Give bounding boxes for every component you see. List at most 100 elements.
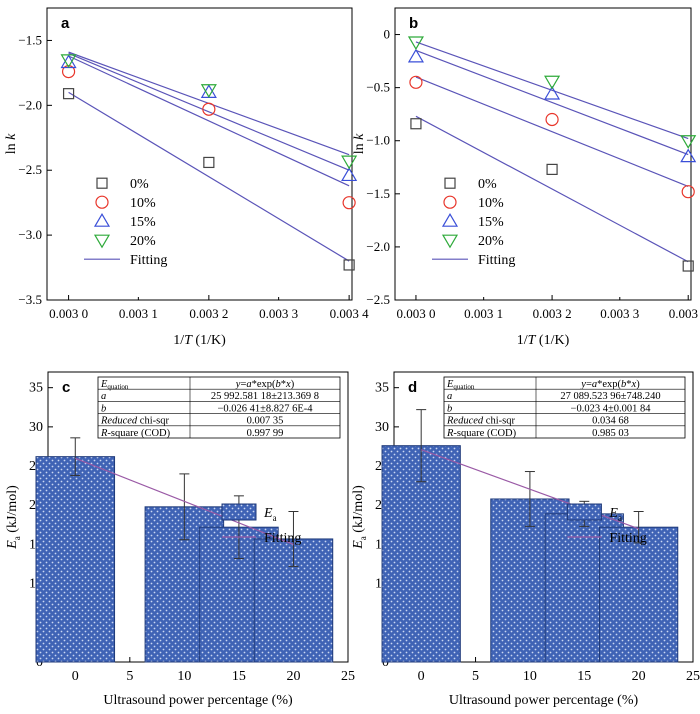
legend-label: Fitting bbox=[130, 253, 167, 268]
fit-line bbox=[68, 52, 350, 171]
table-cell: b bbox=[447, 403, 452, 414]
y-tick-label: 35 bbox=[375, 381, 389, 396]
x-tick-label: 0.003 4 bbox=[330, 306, 370, 321]
fit-line bbox=[415, 41, 689, 140]
x-tick-label: 5 bbox=[472, 669, 479, 684]
legend-marker bbox=[93, 234, 111, 249]
y-tick-label: 0 bbox=[384, 27, 391, 42]
y-axis-label: ln k bbox=[4, 133, 19, 154]
legend-label: Fitting bbox=[609, 531, 646, 546]
legend-label: Ea bbox=[263, 506, 277, 523]
data-point bbox=[62, 88, 75, 100]
fit-line bbox=[415, 49, 689, 156]
x-tick-label: 15 bbox=[577, 669, 591, 684]
x-tick-label: 25 bbox=[686, 669, 700, 684]
table-cell: 0.985 03 bbox=[592, 428, 629, 439]
x-tick-label: 15 bbox=[232, 669, 246, 684]
panel-label: b bbox=[409, 15, 418, 32]
data-point bbox=[200, 84, 217, 98]
table-cell: −0.026 41±8.827 6E-4 bbox=[217, 403, 313, 414]
y-axis-label: Ea (kJ/mol) bbox=[5, 485, 22, 550]
legend-label: Fitting bbox=[478, 253, 515, 268]
x-tick-label: 0.003 1 bbox=[464, 306, 503, 321]
legend-marker bbox=[95, 195, 109, 209]
y-tick-label: −1.5 bbox=[18, 32, 42, 47]
x-tick-label: 0.003 1 bbox=[119, 306, 158, 321]
legend-label: 10% bbox=[130, 196, 156, 211]
y-axis-label: ln k bbox=[352, 133, 367, 154]
data-point bbox=[546, 163, 558, 175]
chart-panel-a: −3.5 −3.0 −2.5 −2.0 −1.5 0.003 0 0.003 2 0.003 … bbox=[4, 7, 370, 348]
x-tick-label: 0.003 2 bbox=[189, 306, 228, 321]
data-point bbox=[342, 196, 356, 210]
legend-label: 20% bbox=[478, 234, 504, 249]
y-tick-label: 0 bbox=[382, 655, 389, 670]
table-cell: Reduced chi-sqr bbox=[100, 416, 169, 427]
data-point bbox=[61, 64, 76, 79]
bar bbox=[35, 456, 116, 663]
x-tick-label: 25 bbox=[341, 669, 355, 684]
data-point bbox=[341, 155, 358, 170]
data-point bbox=[544, 75, 561, 90]
plot-frame bbox=[46, 7, 353, 301]
y-tick-label: −1.5 bbox=[366, 186, 390, 201]
legend-marker bbox=[96, 177, 108, 189]
legend-marker bbox=[443, 195, 457, 209]
data-point bbox=[682, 260, 694, 272]
y-tick-label: −2.5 bbox=[18, 162, 42, 177]
data-point bbox=[407, 36, 424, 51]
x-tick-label: 0.003 4 bbox=[669, 306, 700, 321]
legend-marker bbox=[93, 213, 111, 227]
panel-label: a bbox=[61, 15, 70, 32]
fit-line bbox=[75, 457, 294, 545]
table-cell: Equation bbox=[100, 379, 129, 391]
table-cell: −0.023 4±0.001 84 bbox=[571, 403, 652, 414]
panel-label: d bbox=[408, 379, 417, 396]
x-axis-label: 1/T (1/K) bbox=[517, 333, 570, 348]
fit-line bbox=[68, 91, 350, 262]
data-point bbox=[341, 167, 358, 182]
fit-line bbox=[420, 449, 639, 530]
legend-label: 0% bbox=[478, 177, 497, 192]
x-axis-label: Ultrasound power percentage (%) bbox=[103, 693, 293, 708]
y-tick-label: −2.0 bbox=[366, 239, 390, 254]
fit-table bbox=[443, 376, 686, 439]
y-tick-label: 35 bbox=[29, 381, 43, 396]
panel-label: c bbox=[62, 379, 70, 396]
data-point bbox=[680, 135, 697, 149]
x-tick-label: 0.003 0 bbox=[396, 306, 435, 321]
fit-line bbox=[68, 55, 350, 187]
table-cell: Equation bbox=[446, 379, 475, 391]
table-cell: R-square (COD) bbox=[100, 428, 171, 439]
table-cell: 0.997 99 bbox=[247, 428, 284, 439]
table-cell: R-square (COD) bbox=[446, 428, 517, 439]
legend-marker bbox=[441, 213, 459, 227]
data-point bbox=[681, 185, 695, 199]
data-point bbox=[203, 156, 215, 169]
data-point bbox=[544, 85, 561, 100]
x-tick-label: 0.003 2 bbox=[533, 306, 572, 321]
y-tick-label: −2.0 bbox=[18, 97, 42, 112]
chart-panel-b: −2.5 −2.0 −1.5 −1.0 −0.5 0 0.003 0 0.003 2 0.003… bbox=[352, 7, 700, 348]
table-cell: y=a*exp(b*x) bbox=[580, 379, 640, 390]
x-tick-label: 0.003 3 bbox=[259, 306, 298, 321]
chart-panel-c: 051015202530350510152025Ultrasound power… bbox=[5, 371, 355, 708]
x-axis-label: 1/T (1/K) bbox=[173, 333, 226, 348]
table-cell: 25 992.581 18±213.369 8 bbox=[211, 391, 319, 402]
y-axis-label: Ea (kJ/mol) bbox=[351, 485, 368, 550]
y-tick-label: −3.0 bbox=[18, 227, 42, 242]
fit-table bbox=[97, 376, 341, 439]
legend-label: 20% bbox=[130, 234, 156, 249]
data-point bbox=[200, 84, 217, 98]
table-cell: b bbox=[101, 403, 106, 414]
chart-panel-d: 051015202530350510152025Ultrasound power… bbox=[351, 371, 700, 708]
table-cell: 0.007 35 bbox=[247, 416, 284, 427]
x-tick-label: 0.003 3 bbox=[600, 306, 639, 321]
x-axis-label: Ultrasound power percentage (%) bbox=[449, 693, 639, 708]
y-tick-label: 30 bbox=[29, 420, 43, 435]
table-cell: Reduced chi-sqr bbox=[446, 416, 515, 427]
y-tick-label: −2.5 bbox=[366, 292, 390, 307]
legend-label: 15% bbox=[478, 215, 504, 230]
data-point bbox=[680, 148, 697, 163]
